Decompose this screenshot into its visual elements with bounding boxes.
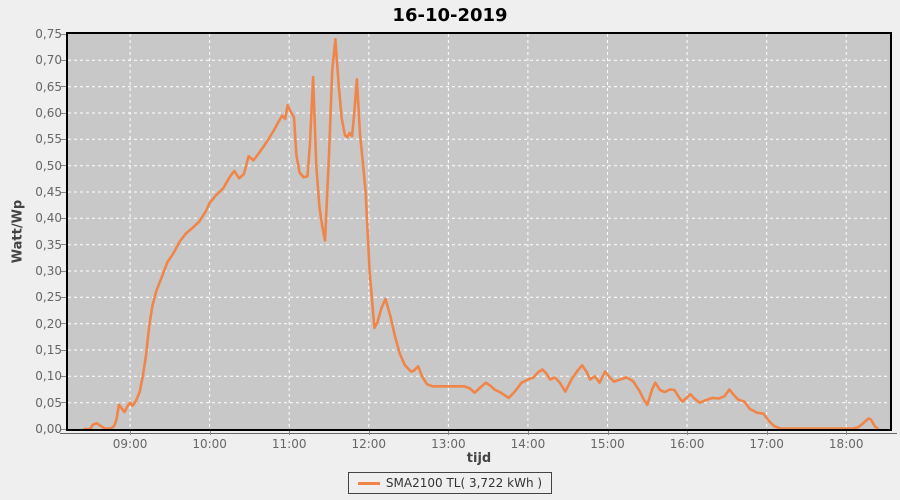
x-tick-mark (130, 431, 132, 435)
y-tick-mark (61, 270, 66, 272)
x-tick-label: 10:00 (192, 437, 227, 451)
y-tick-label: 0,75 (35, 27, 62, 41)
y-tick-mark (61, 112, 66, 114)
legend-line-swatch (357, 481, 380, 485)
legend-label: SMA2100 TL( 3,722 kWh ) (385, 476, 543, 490)
y-tick-mark (61, 402, 66, 404)
data-series-line (83, 38, 880, 429)
x-tick-label: 17:00 (749, 437, 784, 451)
x-tick-mark (607, 431, 609, 435)
x-tick-label: 18:00 (828, 437, 864, 451)
y-tick-label: 0,60 (35, 106, 62, 120)
line-chart-svg (68, 34, 890, 429)
y-tick-mark (61, 323, 66, 325)
x-tick-label: 09:00 (112, 437, 148, 451)
y-tick-mark (61, 86, 66, 88)
y-tick-mark (61, 349, 66, 351)
y-tick-label: 0,00 (35, 422, 62, 436)
x-tick-mark (527, 431, 529, 435)
x-tick-mark (766, 431, 768, 435)
x-tick-mark (448, 431, 450, 435)
y-tick-label: 0,30 (35, 264, 62, 278)
x-tick-mark (368, 431, 370, 435)
y-tick-label: 0,45 (35, 185, 62, 199)
x-tick-mark (687, 431, 689, 435)
y-tick-label: 0,20 (35, 316, 62, 331)
y-tick-label: 0,50 (35, 158, 62, 173)
x-tick-label: 11:00 (271, 437, 307, 451)
y-tick-label: 0,35 (35, 237, 62, 252)
y-tick-label: 0,70 (35, 53, 62, 68)
x-axis-line (60, 433, 897, 434)
y-tick-mark (61, 244, 66, 246)
legend-row: SMA2100 TL( 3,722 kWh ) (0, 472, 900, 494)
x-tick-label: 12:00 (351, 437, 387, 451)
x-tick-label: 13:00 (431, 437, 466, 451)
y-tick-label: 0,15 (35, 343, 62, 357)
y-tick-label: 0,05 (35, 395, 62, 410)
chart-title: 16-10-2019 (392, 5, 508, 26)
y-tick-mark (61, 59, 66, 61)
y-tick-label: 0,40 (35, 211, 62, 226)
x-tick-mark (846, 431, 848, 435)
y-tick-mark (61, 217, 66, 219)
y-tick-label: 0,65 (35, 79, 62, 94)
y-tick-mark (61, 296, 66, 298)
y-tick-mark (61, 375, 66, 377)
x-tick-mark (289, 431, 291, 435)
plot-area (66, 32, 892, 431)
x-tick-mark (209, 431, 211, 435)
y-tick-mark (61, 191, 66, 193)
y-tick-label: 0,10 (35, 369, 62, 384)
x-tick-label: 16:00 (669, 437, 705, 451)
legend-box: SMA2100 TL( 3,722 kWh ) (347, 472, 553, 494)
y-tick-label: 0,25 (35, 290, 62, 305)
x-tick-label: 15:00 (590, 437, 625, 451)
x-axis-label: tijd (466, 451, 492, 466)
x-tick-label: 14:00 (510, 437, 546, 451)
y-tick-mark (61, 428, 66, 430)
y-tick-mark (61, 33, 66, 35)
y-tick-label: 0,55 (35, 132, 62, 147)
y-tick-mark (61, 138, 66, 140)
y-tick-mark (61, 165, 66, 167)
